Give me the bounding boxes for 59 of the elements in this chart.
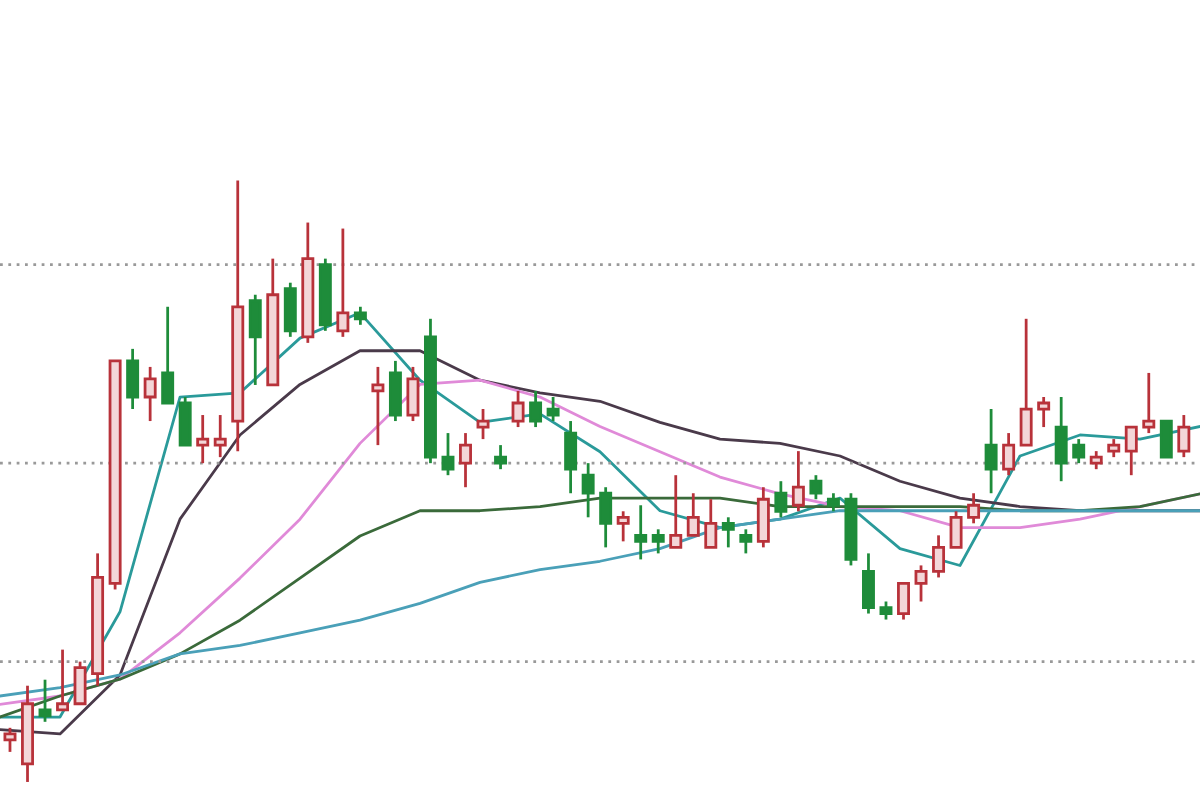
candlestick [459,431,472,489]
candlestick [686,491,700,537]
candlestick [126,347,140,411]
candlestick [1089,449,1103,471]
candlestick [196,413,210,465]
candlestick [1177,413,1191,459]
candlestick [546,395,560,423]
candlestick [564,419,578,495]
candlestick [599,485,613,549]
candlestick [441,431,455,477]
candlestick [511,389,525,429]
candlestick [1072,437,1086,465]
candlestick [1142,371,1156,435]
candlestick [73,660,87,706]
candlestick [388,359,402,423]
candlestick [178,395,192,447]
candlestick [529,389,543,429]
candlestick [721,515,735,549]
candlestick [1054,395,1068,483]
candlestick [704,497,718,549]
candlestick [1019,317,1033,447]
candlestick [932,533,946,579]
candlestick [38,678,52,724]
candlestick [1002,431,1016,477]
candlestick [826,491,840,513]
candlestick [669,473,683,549]
candlestick [336,227,350,339]
candlestick [1107,437,1121,459]
candlestick [1124,425,1138,477]
candlestick [56,648,70,712]
candlestick [248,293,262,387]
candlestick [213,413,227,459]
candlestick [897,582,910,621]
candlestick [406,365,420,423]
candlestick [353,305,367,327]
candlestick [1159,419,1173,459]
candlestick [3,726,17,754]
candlestick [283,281,297,339]
candlestick [791,449,805,513]
candlestick [739,527,753,555]
candlestick [756,485,770,549]
candlestick [914,564,928,603]
candlestick [581,461,595,519]
candlestick [949,509,963,549]
candlestick [143,365,157,423]
candlestick [967,491,981,525]
candlestick [984,407,998,495]
candlestick [371,365,385,447]
candlestick [651,527,665,555]
candlestick [494,443,508,471]
candlestick [616,509,630,543]
candlestick [774,479,788,519]
candlestick [862,551,875,615]
candlestick [809,473,823,501]
candlestick [1037,395,1051,429]
candlestick [634,503,648,561]
candlestick [879,600,893,621]
candlestick [476,407,490,441]
candlestick [161,305,175,405]
